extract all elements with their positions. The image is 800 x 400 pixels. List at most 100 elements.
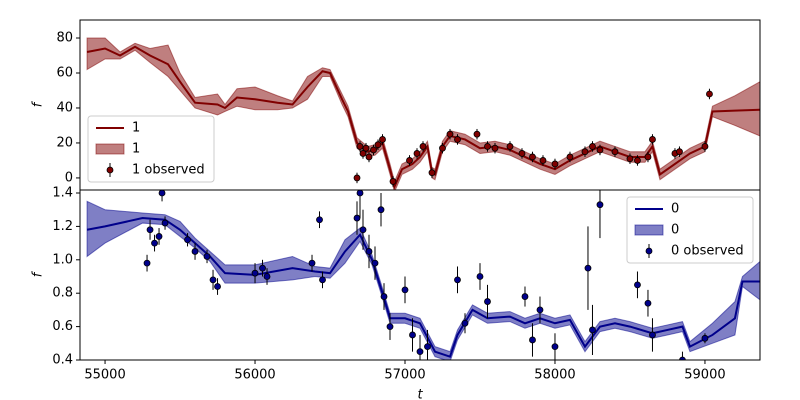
observed-point	[701, 143, 709, 150]
y-tick-label: 0.6	[52, 319, 73, 334]
y-tick-label: 1.2	[52, 219, 73, 234]
observed-point	[506, 143, 514, 150]
x-tick-label: 55000	[84, 368, 125, 383]
observed-point	[401, 286, 409, 294]
observed-point	[473, 130, 481, 138]
y-tick-label: 1.0	[52, 252, 73, 267]
observed-point	[706, 90, 713, 98]
observed-point	[679, 356, 686, 360]
legend-box	[626, 196, 754, 264]
observed-point	[536, 306, 544, 314]
observed-point	[649, 331, 656, 339]
observed-point	[476, 273, 484, 280]
observed-point	[484, 298, 491, 305]
observed-point	[386, 323, 394, 331]
observed-point	[263, 273, 271, 280]
observed-point	[566, 153, 574, 161]
observed-point	[596, 146, 604, 154]
observed-point	[316, 216, 323, 224]
observed-point	[356, 190, 364, 197]
observed-point	[203, 253, 211, 260]
observed-point	[251, 269, 259, 277]
observed-point	[454, 136, 461, 143]
observed-point	[191, 248, 199, 255]
observed-point	[259, 264, 266, 272]
y-tick-label: 0	[65, 170, 73, 185]
mean-line	[86, 217, 760, 358]
observed-point	[611, 148, 619, 156]
observed-point	[362, 144, 370, 152]
observed-point	[428, 169, 436, 177]
observed-point	[365, 153, 373, 161]
observed-point	[424, 343, 431, 351]
observed-point	[484, 143, 491, 150]
legend-label: 0	[671, 202, 679, 217]
observed-point	[634, 157, 641, 164]
x-tick-label: 57000	[384, 368, 425, 383]
legend-label: 0	[671, 223, 679, 238]
y-tick-label: 20	[56, 135, 73, 150]
observed-point	[529, 336, 536, 344]
observed-point	[161, 219, 169, 227]
observed-point	[356, 143, 364, 150]
y-tick-label: 60	[56, 65, 73, 80]
observed-point	[379, 136, 386, 143]
observed-point	[626, 155, 634, 163]
observed-point	[308, 259, 316, 267]
observed-point	[146, 226, 154, 234]
observed-point	[359, 226, 367, 234]
observed-point	[644, 153, 652, 161]
y-tick-label: 0.4	[52, 353, 73, 368]
observed-point	[589, 143, 596, 150]
observed-point	[581, 148, 589, 156]
observed-point	[584, 264, 592, 272]
observed-point	[551, 343, 559, 351]
legend-box	[87, 115, 215, 183]
y-tick-label: 80	[56, 31, 73, 46]
observed-point	[539, 157, 547, 164]
observed-point	[143, 259, 151, 267]
observed-point	[491, 144, 499, 152]
observed-point	[701, 334, 709, 342]
observed-point	[416, 348, 424, 356]
observed-point	[209, 276, 217, 284]
observed-point	[521, 293, 529, 300]
observed-point	[634, 281, 641, 289]
observed-point	[529, 153, 536, 161]
observed-point	[151, 239, 158, 247]
legend-label: 1 observed	[132, 163, 205, 178]
observed-point	[518, 150, 526, 157]
y-axis-label: f	[31, 270, 46, 277]
observed-point	[461, 319, 469, 327]
legend-marker	[106, 166, 114, 174]
legend-marker	[645, 247, 653, 255]
x-axis-label: t	[417, 388, 423, 400]
observed-point	[419, 143, 427, 150]
plot-area	[86, 190, 760, 360]
x-tick-label: 59000	[684, 368, 725, 383]
observed-point	[214, 283, 221, 290]
legend-label: 1	[132, 142, 140, 157]
observed-point	[676, 148, 683, 156]
observed-point	[370, 146, 377, 154]
legend-patch	[634, 224, 664, 236]
observed-point	[353, 174, 361, 182]
observed-point	[406, 157, 413, 164]
observed-point	[158, 190, 166, 197]
observed-point	[377, 206, 385, 214]
observed-point	[589, 326, 596, 334]
observed-point	[551, 160, 559, 168]
legend-label: 0 observed	[671, 244, 744, 259]
observed-point	[389, 178, 397, 185]
observed-point	[155, 233, 163, 240]
y-tick-label: 40	[56, 100, 73, 115]
y-tick-label: 0.8	[52, 286, 73, 301]
observed-point	[371, 259, 379, 267]
plot-area	[86, 37, 760, 190]
observed-point	[644, 299, 652, 307]
observed-point	[446, 130, 454, 138]
y-tick-label: 1.4	[52, 186, 73, 201]
observed-point	[413, 150, 421, 157]
axes-frame	[79, 189, 761, 361]
